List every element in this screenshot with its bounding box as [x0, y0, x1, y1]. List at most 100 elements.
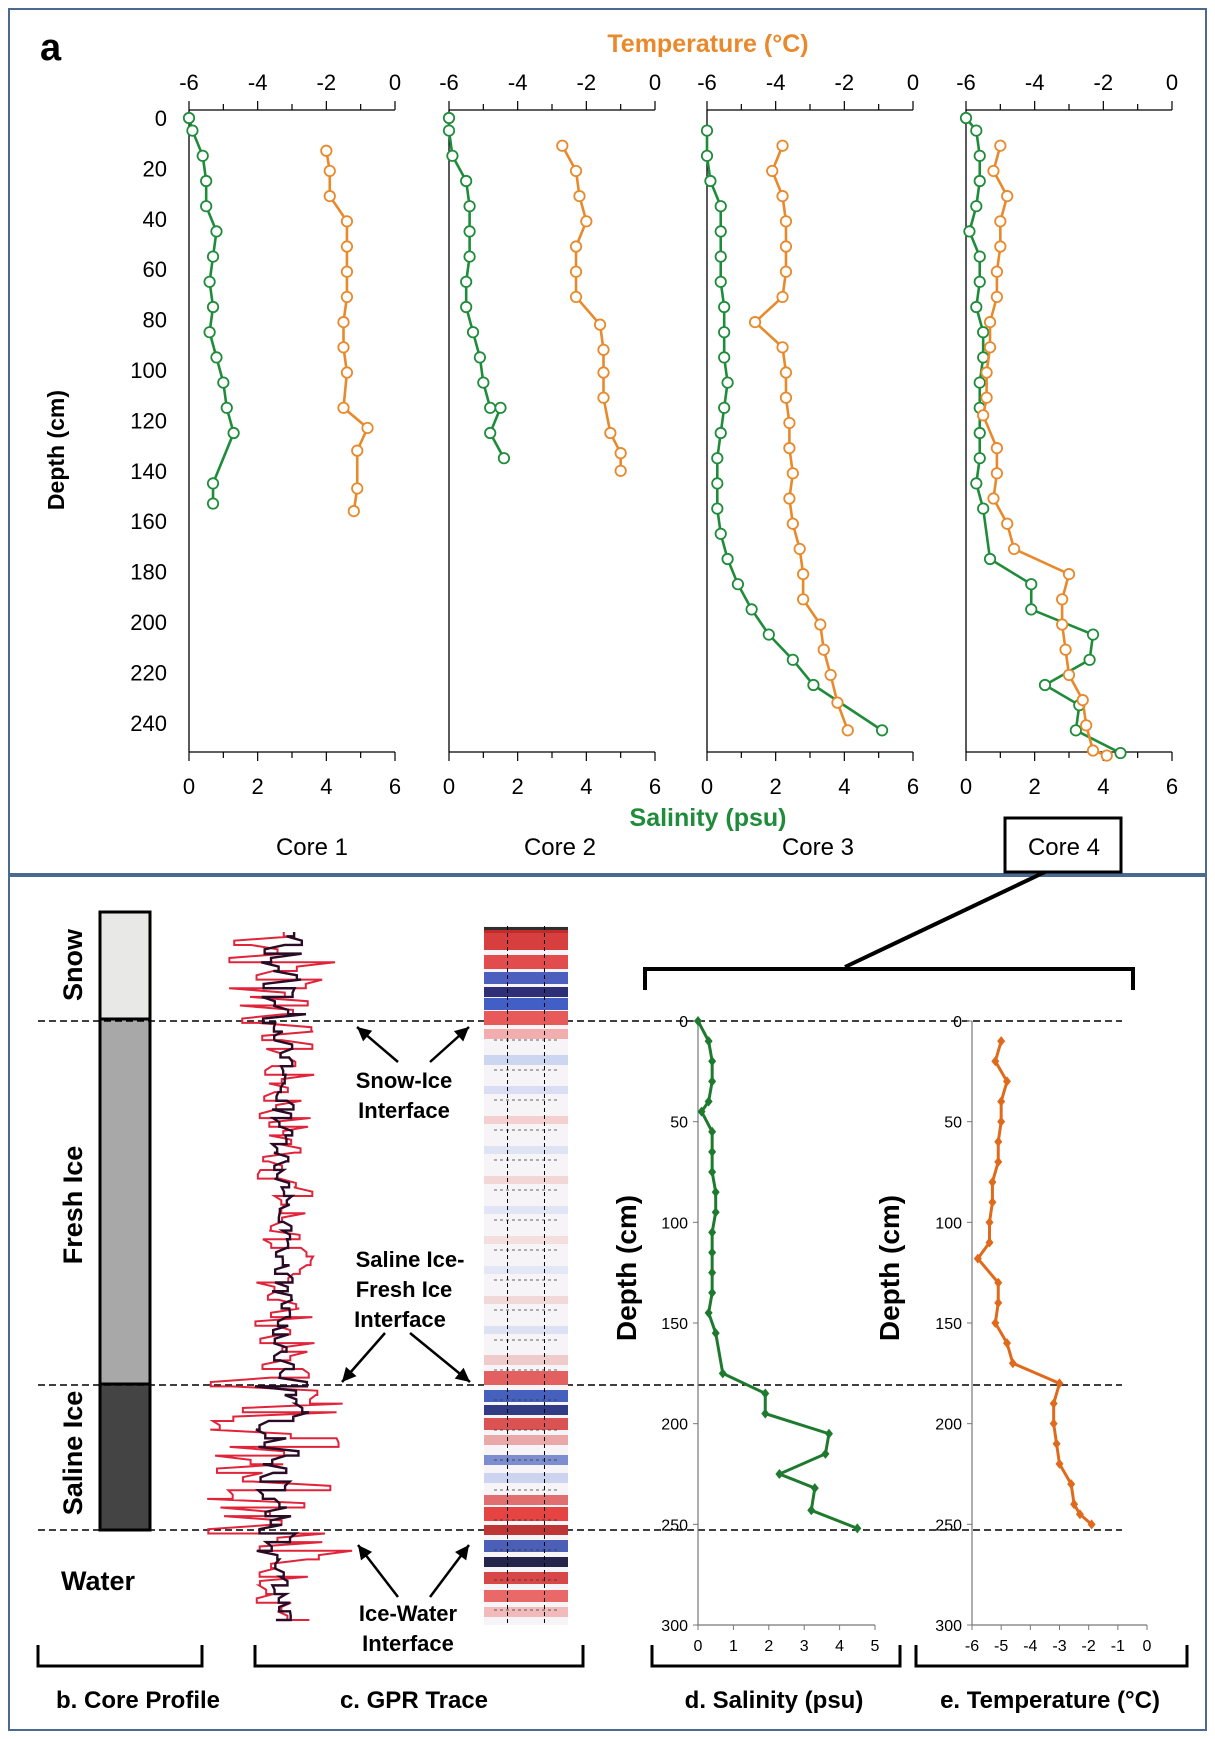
temperature-point — [337, 316, 350, 329]
temperature-point — [997, 1116, 1006, 1127]
temperature-series-line — [753, 145, 849, 731]
salinity-point — [824, 1428, 833, 1439]
salinity-point — [970, 200, 983, 213]
annotation-arrowhead — [342, 1366, 357, 1382]
fresh-ice-layer — [98, 1017, 152, 1386]
core-4-callout-box — [1003, 816, 1123, 874]
temperature-y-tick-label: 150 — [935, 1316, 962, 1333]
salinity-point — [694, 1016, 702, 1026]
temperature-tick-label: 0 — [649, 70, 661, 95]
temperature-point — [831, 696, 844, 709]
salinity-point — [200, 174, 213, 188]
gpr-trace — [207, 932, 353, 1622]
annotation-arrows — [341, 1026, 471, 1598]
salinity-point — [203, 275, 216, 288]
temperature-point — [1056, 618, 1069, 631]
salinity-point — [761, 1408, 770, 1419]
core-4-label: Core 4 — [1028, 834, 1100, 861]
radargram-band — [484, 1590, 568, 1602]
salinity-point — [718, 300, 731, 314]
temperature-point — [776, 341, 789, 354]
radargram-band — [484, 1525, 568, 1535]
temperature-point — [988, 1197, 997, 1208]
salinity-axis-title: Salinity (psu) — [630, 804, 787, 832]
temperature-point — [340, 265, 354, 278]
salinity-point — [182, 111, 196, 125]
temperature-point — [604, 426, 617, 440]
ice-water-annotation-line2: Interface — [362, 1631, 454, 1656]
temperature-point — [1059, 643, 1072, 656]
salinity-x-tick-label: 3 — [800, 1638, 809, 1655]
salinity-point — [807, 1505, 816, 1516]
temperature-point — [779, 265, 793, 278]
salinity-series-line — [964, 117, 1122, 755]
temperature-point — [1052, 1438, 1061, 1449]
temperature-tick-label: -2 — [577, 70, 597, 95]
panel-a-frame — [8, 8, 1207, 875]
salinity-point — [704, 1036, 713, 1047]
salinity-point — [970, 300, 983, 314]
temperature-y-tick-label: 250 — [935, 1517, 962, 1534]
salinity-y-tick-label: 0 — [679, 1014, 688, 1031]
temperature-point — [980, 391, 993, 404]
radargram-band — [484, 1371, 568, 1385]
salinity-point — [473, 351, 486, 364]
temperature-tick-label: -6 — [179, 70, 199, 95]
salinity-point — [983, 552, 997, 566]
salinity-point — [1025, 603, 1038, 616]
temperature-point — [797, 593, 810, 606]
gpr-trace-dark — [254, 932, 310, 1622]
temperature-point — [1003, 1076, 1011, 1087]
depth-tick-label: 0 — [155, 106, 167, 131]
salinity-point — [446, 149, 459, 162]
temperature-point — [320, 144, 333, 157]
temperature-tick-label: -2 — [835, 70, 855, 95]
temperature-point — [340, 215, 354, 228]
fresh-ice-label: Fresh Ice — [58, 1146, 88, 1265]
salinity-point — [761, 1388, 770, 1399]
salinity-point — [210, 351, 223, 364]
caption-salinity: d. Salinity (psu) — [685, 1687, 864, 1714]
depth-axis-title-e: Depth (cm) — [874, 1195, 905, 1341]
saline-fresh-annotation-line2: Fresh Ice — [356, 1277, 453, 1302]
salinity-point — [721, 376, 734, 389]
temperature-y-tick-label: 0 — [953, 1014, 962, 1031]
temperature-point — [1067, 1479, 1076, 1490]
temperature-point — [990, 442, 1004, 455]
temperature-point — [817, 643, 830, 656]
temperature-point — [779, 366, 793, 379]
salinity-point — [731, 578, 745, 591]
temperature-point — [985, 1217, 994, 1228]
salinity-point — [708, 1076, 717, 1087]
radargram-band — [484, 1390, 568, 1402]
salinity-tick-label: 0 — [960, 774, 972, 799]
temperature-point — [776, 290, 789, 304]
salinity-point — [708, 1146, 717, 1157]
salinity-x-tick-label: 0 — [694, 1638, 703, 1655]
depth-axis-title-top: Depth (cm) — [43, 390, 69, 510]
salinity-y-tick-label: 300 — [661, 1618, 688, 1635]
salinity-point — [807, 678, 820, 692]
salinity-point — [196, 149, 209, 162]
temperature-point — [597, 366, 610, 379]
salinity-point — [775, 1469, 784, 1479]
radargram-band — [484, 1116, 568, 1124]
radargram-band — [484, 1266, 568, 1274]
temperature-point — [779, 240, 793, 253]
temperature-point — [347, 505, 360, 518]
temperature-point — [1070, 1499, 1079, 1510]
temperature-x-tick-label: -1 — [1111, 1638, 1125, 1655]
temperature-point — [1055, 1458, 1064, 1469]
temperature-point — [1056, 593, 1069, 606]
salinity-x-tick-label: 4 — [835, 1638, 844, 1655]
temperature-point — [337, 401, 350, 414]
temperature-point — [814, 618, 827, 631]
temperature-point — [994, 1136, 1003, 1147]
saline-fresh-annotation-line3: Interface — [354, 1307, 446, 1332]
salinity-point — [1114, 746, 1127, 760]
saline-fresh-annotation-line1: Saline Ice- — [356, 1247, 465, 1272]
salinity-point — [463, 200, 476, 213]
salinity-y-tick-label: 100 — [661, 1215, 688, 1232]
temperature-point — [977, 409, 990, 422]
temperature-point — [990, 265, 1004, 278]
